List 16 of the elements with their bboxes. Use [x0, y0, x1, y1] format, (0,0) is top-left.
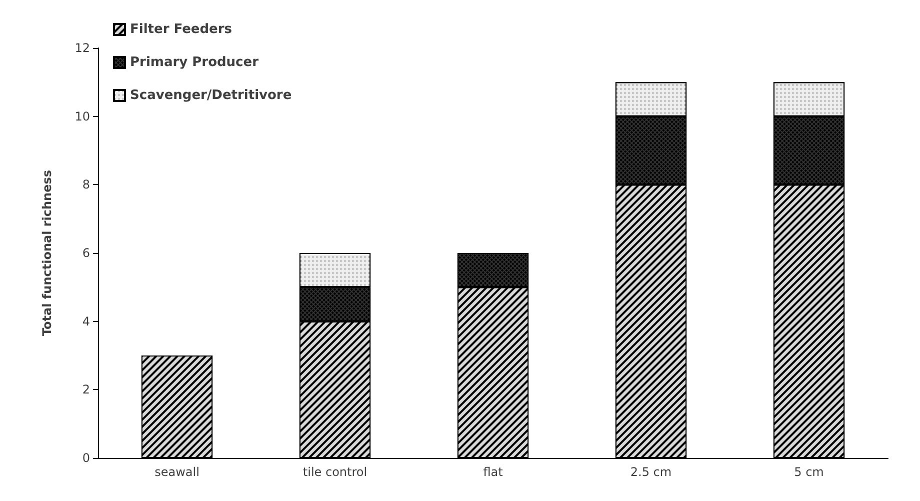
- y-tick-label: 6: [82, 246, 90, 260]
- legend-label: Primary Producer: [130, 55, 260, 70]
- legend-label: Filter Feeders: [130, 22, 232, 37]
- x-tick-label: seawall: [154, 465, 200, 479]
- y-tick-label: 10: [74, 109, 90, 124]
- legend-label: Scavenger/Detritivore: [130, 88, 292, 103]
- y-tick-label: 0: [82, 451, 90, 465]
- y-tick-label: 12: [74, 41, 90, 55]
- y-tick-label: 8: [82, 178, 90, 192]
- x-tick-label: flat: [483, 465, 504, 479]
- x-tick-label: 2.5 cm: [630, 465, 672, 479]
- y-axis-title: Total functional richness: [40, 170, 54, 336]
- y-tick-label: 2: [82, 382, 90, 397]
- x-tick-label: 5 cm: [794, 465, 824, 479]
- x-tick-label: tile control: [302, 465, 368, 479]
- y-tick-label: 4: [82, 314, 90, 328]
